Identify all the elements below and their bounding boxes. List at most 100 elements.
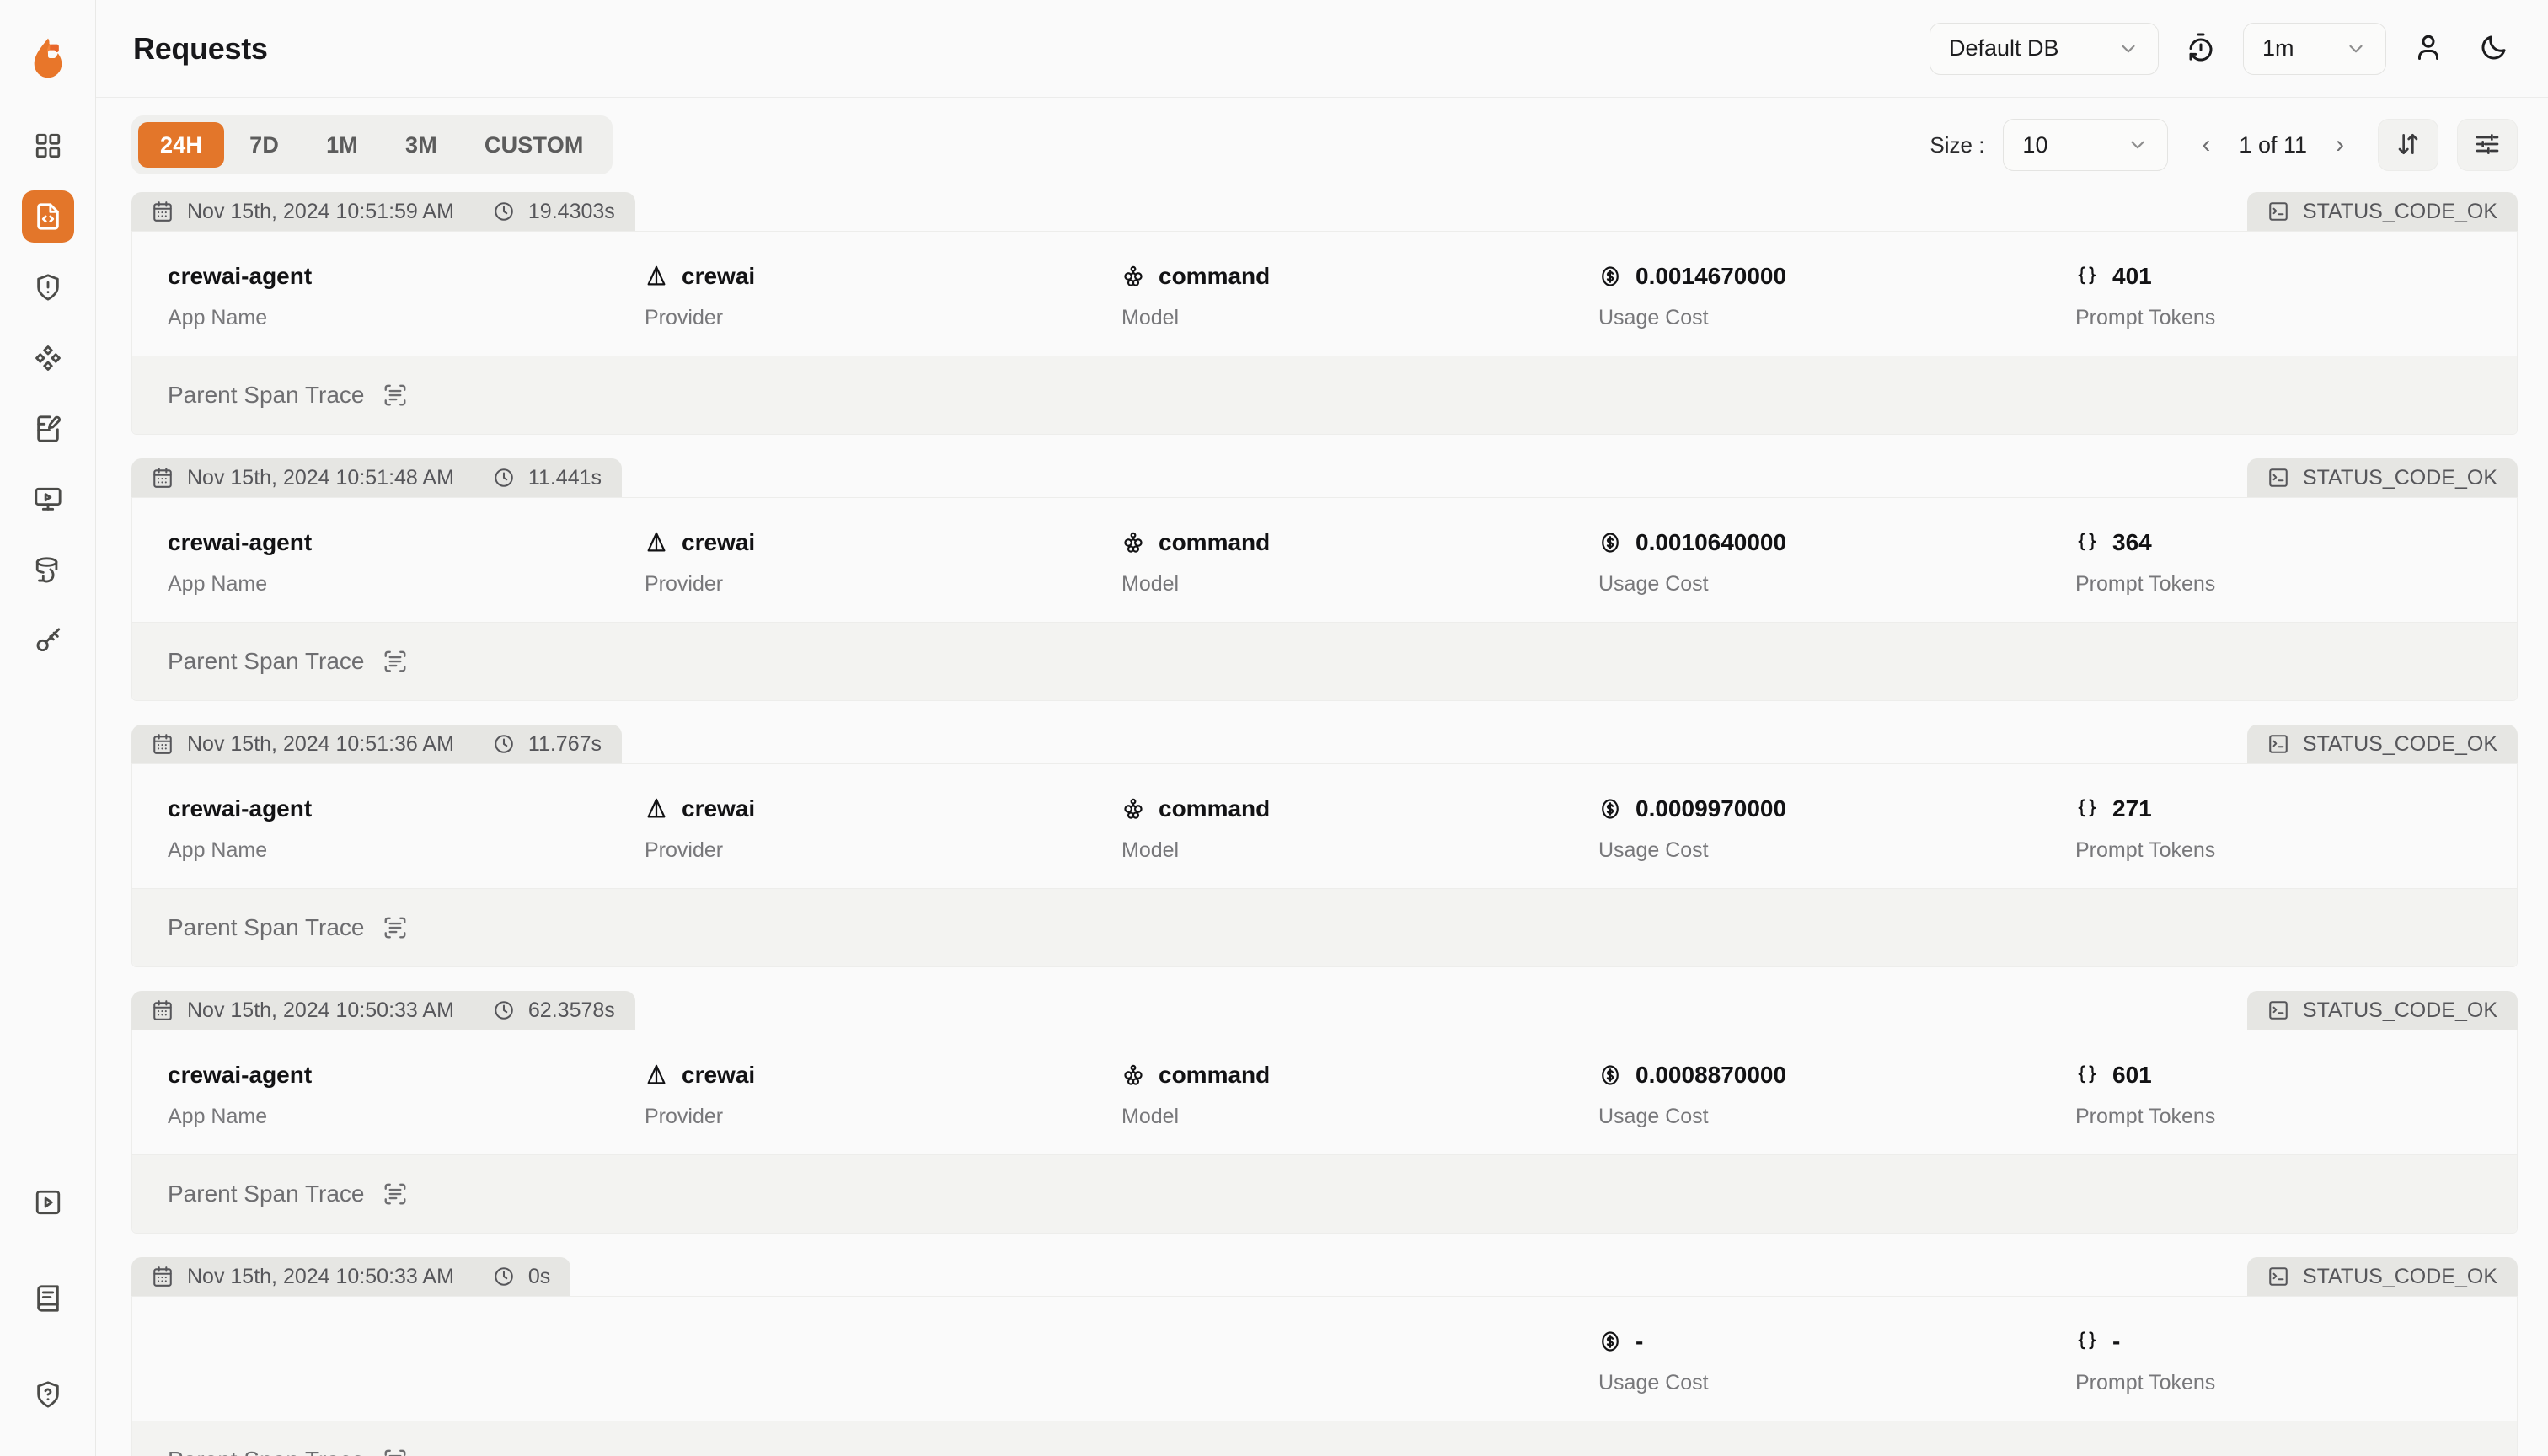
request-card-body: crewai-agent App Name crewai Provider	[131, 1030, 2518, 1234]
request-metrics-row: crewai-agent App Name crewai Provider	[132, 498, 2517, 623]
metric-usage-cost-label: Usage Cost	[1598, 1105, 1709, 1128]
metric-usage-cost: 0.0010640000 Usage Cost	[1563, 527, 2040, 597]
clock-icon	[493, 1266, 515, 1287]
metric-usage-cost: 0.0008870000 Usage Cost	[1563, 1059, 2040, 1129]
metric-total-tokens: 634 Total Tokens	[2517, 793, 2548, 863]
filter-button[interactable]	[2457, 119, 2518, 171]
scan-text-icon[interactable]	[383, 649, 408, 674]
metric-prompt-tokens: - Prompt Tokens	[2040, 1325, 2517, 1395]
sidebar-item-documentation[interactable]	[22, 1272, 74, 1325]
parent-span-trace-row[interactable]: Parent Span Trace	[132, 623, 2517, 700]
parent-span-trace-row[interactable]: Parent Span Trace	[132, 889, 2517, 966]
square-terminal-icon	[2267, 1266, 2289, 1287]
metric-provider: crewai Provider	[609, 527, 1086, 597]
square-terminal-icon	[2267, 201, 2289, 222]
request-card[interactable]: Nov 15th, 2024 10:50:33 AM 0s STATUS_COD…	[131, 1257, 2518, 1456]
request-duration: 62.3578s	[527, 998, 615, 1022]
metric-model: command Model	[1086, 527, 1563, 597]
metric-usage-cost-label: Usage Cost	[1598, 1371, 1709, 1394]
metric-prompt-tokens-label: Prompt Tokens	[2075, 838, 2216, 862]
request-timestamp: Nov 15th, 2024 10:51:36 AM	[187, 731, 454, 756]
clock-icon	[493, 999, 515, 1021]
arrow-down-up-icon	[2395, 131, 2422, 160]
database-backup-icon	[34, 556, 62, 585]
time-range-tab-24h[interactable]: 24H	[138, 122, 225, 168]
sidebar-item-support[interactable]	[22, 1368, 74, 1421]
sidebar-item-playground[interactable]	[22, 474, 74, 526]
refresh-timer-button[interactable]	[2177, 25, 2224, 72]
monitor-play-icon	[34, 485, 62, 514]
metric-model-label: Model	[1121, 306, 1180, 329]
scan-text-icon[interactable]	[383, 383, 408, 408]
parent-span-trace-row[interactable]: Parent Span Trace	[132, 1421, 2517, 1456]
request-card[interactable]: Nov 15th, 2024 10:50:33 AM 62.3578s STAT…	[131, 991, 2518, 1234]
sidebar-item-requests[interactable]	[21, 190, 74, 243]
time-range-tab-7d[interactable]: 7D	[249, 131, 280, 158]
request-meta-chip: Nov 15th, 2024 10:50:33 AM 62.3578s	[131, 991, 635, 1030]
metric-usage-cost: - Usage Cost	[1563, 1325, 2040, 1395]
metric-app-name: App Name	[132, 1325, 609, 1395]
brain-circuit-icon	[1121, 797, 1145, 821]
metric-prompt-tokens-value: -	[2075, 1325, 2517, 1357]
sidebar-nav-bottom	[22, 1176, 74, 1432]
braces-icon	[2075, 1063, 2099, 1087]
metric-usage-cost-label: Usage Cost	[1598, 572, 1709, 596]
time-range-tab-1m[interactable]: 1M	[326, 131, 358, 158]
database-select[interactable]: Default DB	[1930, 22, 2159, 75]
metric-app-name-value: crewai-agent	[168, 795, 313, 822]
request-metrics-row: App Name Provider	[132, 1297, 2517, 1421]
square-terminal-icon	[2267, 999, 2289, 1021]
metric-model-value: command	[1121, 260, 1563, 292]
request-metrics-row: crewai-agent App Name crewai Provider	[132, 232, 2517, 356]
parent-span-trace-row[interactable]: Parent Span Trace	[132, 356, 2517, 434]
profile-button[interactable]	[2405, 25, 2452, 72]
metric-total-tokens: 934 Total Tokens	[2517, 260, 2548, 330]
main-area: Requests Default DB 1m	[96, 0, 2548, 1456]
metric-provider: crewai Provider	[609, 793, 1086, 863]
page-size-select[interactable]: 10	[2003, 119, 2169, 171]
metric-provider-value: crewai	[645, 527, 1086, 559]
metric-model-value: command	[1121, 1059, 1563, 1091]
notebook-pen-icon	[34, 415, 62, 443]
brain-circuit-icon	[1121, 1063, 1145, 1087]
request-timestamp: Nov 15th, 2024 10:50:33 AM	[187, 998, 454, 1022]
metric-prompt-tokens: 271 Prompt Tokens	[2040, 793, 2517, 863]
metric-app-name: crewai-agent App Name	[132, 527, 609, 597]
scan-text-icon[interactable]	[383, 1448, 408, 1456]
sidebar-nav-top	[21, 120, 74, 667]
sidebar-item-api-keys[interactable]	[22, 615, 74, 667]
sidebar-item-dashboard[interactable]	[22, 120, 74, 172]
time-range-tab-3m[interactable]: 3M	[404, 131, 437, 158]
parent-span-trace-row[interactable]: Parent Span Trace	[132, 1155, 2517, 1233]
metric-model-label: Model	[1121, 1105, 1180, 1128]
scan-text-icon[interactable]	[383, 1181, 408, 1207]
request-card[interactable]: Nov 15th, 2024 10:51:36 AM 11.767s STATU…	[131, 725, 2518, 967]
sidebar-item-datasets[interactable]	[22, 544, 74, 597]
prev-page-button[interactable]: ‹	[2202, 131, 2211, 158]
request-card-header: Nov 15th, 2024 10:51:48 AM 11.441s STATU…	[131, 458, 2518, 497]
sidebar-item-exceptions[interactable]	[22, 261, 74, 313]
braces-icon	[2075, 1330, 2099, 1353]
time-range-tab-custom[interactable]: CUSTOM	[484, 131, 584, 158]
next-page-button[interactable]: ›	[2336, 131, 2344, 158]
status-badge: STATUS_CODE_OK	[2246, 725, 2518, 763]
request-card[interactable]: Nov 15th, 2024 10:51:48 AM 11.441s STATU…	[131, 458, 2518, 701]
status-badge: STATUS_CODE_OK	[2246, 991, 2518, 1030]
sort-button[interactable]	[2378, 119, 2438, 171]
app-logo[interactable]	[0, 12, 96, 108]
request-card-body: App Name Provider	[131, 1296, 2518, 1456]
status-badge-label: STATUS_CODE_OK	[2302, 998, 2497, 1022]
refresh-interval-select[interactable]: 1m	[2243, 22, 2386, 75]
theme-toggle-button[interactable]	[2470, 25, 2518, 72]
sidebar-item-vault[interactable]	[22, 332, 74, 384]
metric-prompt-tokens-label: Prompt Tokens	[2075, 1371, 2216, 1394]
filter-toolbar: 24H 7D 1M 3M CUSTOM Size : 10 ‹	[131, 98, 2518, 192]
sidebar-item-tutorials[interactable]	[22, 1176, 74, 1228]
request-card[interactable]: Nov 15th, 2024 10:51:59 AM 19.4303s STAT…	[131, 192, 2518, 435]
sidebar-item-prompt-hub[interactable]	[22, 403, 74, 455]
sidebar	[0, 0, 96, 1456]
scan-text-icon[interactable]	[383, 915, 408, 940]
request-meta-chip: Nov 15th, 2024 10:51:48 AM 11.441s	[131, 458, 623, 497]
braces-icon	[2075, 265, 2099, 288]
